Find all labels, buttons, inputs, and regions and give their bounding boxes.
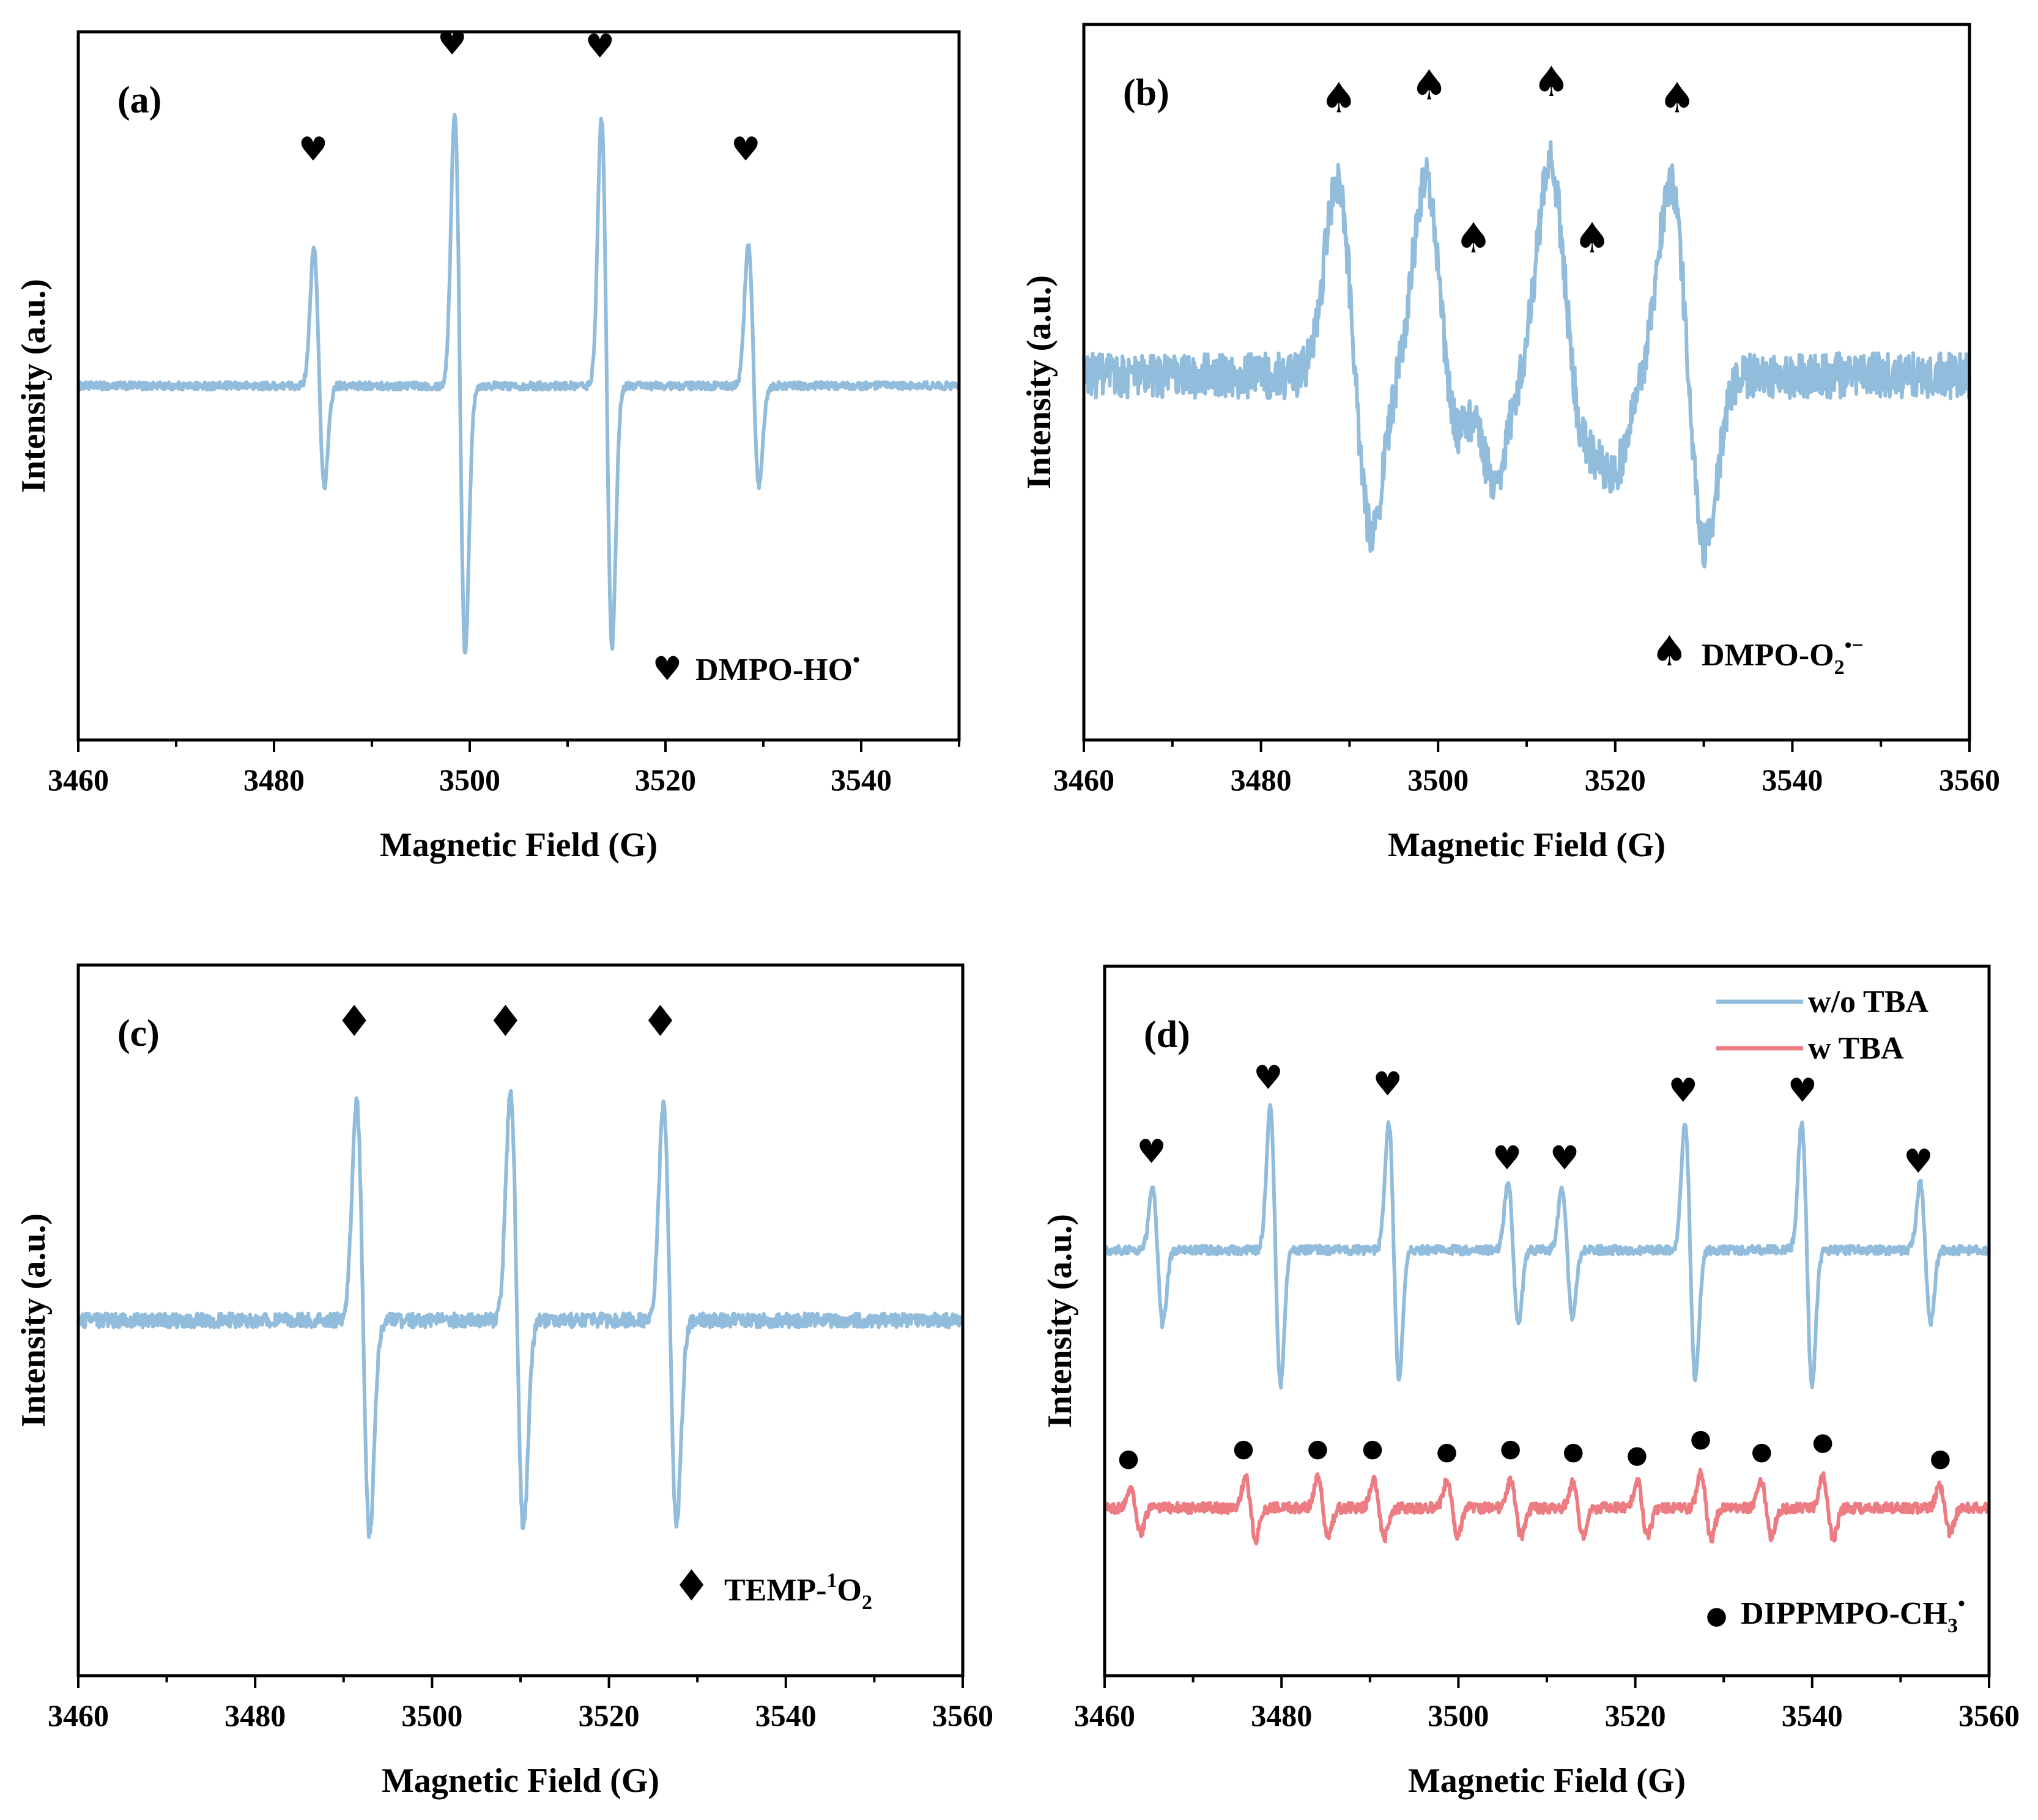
x-tick-label: 3460 (1053, 763, 1114, 797)
peak-marker: ♥ (1253, 1058, 1283, 1097)
peak-marker: ● (1930, 1444, 1951, 1472)
legend-label: w TBA (1808, 1031, 1904, 1066)
series-line-dmpo-o2- (1082, 140, 1971, 569)
peak-marker: ♠ (1533, 58, 1570, 106)
x-tick-label: 3560 (932, 1698, 993, 1733)
legend-label: w/o TBA (1808, 985, 1929, 1019)
peak-marker: ♦ (486, 996, 525, 1046)
peak-marker: ● (1563, 1438, 1584, 1466)
peak-marker: ♥ (1550, 1139, 1579, 1177)
y-axis-title: Intensity (a.u.) (15, 279, 53, 493)
x-tick-label: 3480 (1231, 763, 1292, 797)
peak-marker: ● (1362, 1434, 1384, 1462)
x-tick-label: 3480 (224, 1698, 286, 1733)
x-tick-label: 3500 (439, 763, 500, 797)
x-tick-label: 3540 (1762, 763, 1823, 797)
plot-frame (76, 30, 961, 742)
x-tick-label: 3520 (1585, 763, 1646, 797)
x-tick-label: 3520 (579, 1698, 640, 1733)
panel-label: (b) (1123, 72, 1169, 114)
x-axis-title: Magnetic Field (G) (1408, 1762, 1686, 1800)
peak-marker: ● (1626, 1441, 1648, 1469)
panel-label: (a) (117, 80, 161, 121)
series-line-w-o-tba (1103, 1103, 1991, 1390)
x-tick-label: 3540 (755, 1698, 817, 1733)
peak-marker: ♠ (1659, 75, 1696, 123)
peak-marker: ● (1751, 1438, 1773, 1466)
peak-marker: ♥ (1373, 1065, 1403, 1103)
x-tick-label: 3520 (635, 763, 696, 797)
peak-marker: ● (1118, 1444, 1139, 1472)
y-axis-title: Intensity (a.u.) (15, 1213, 53, 1427)
peak-marker: ● (1812, 1428, 1834, 1456)
panel-d: 3460 3480 3500 3520 3540 3560 Magnetic Field (… (1041, 964, 2020, 1800)
y-axis-title: Intensity (a.u.) (1041, 1214, 1079, 1428)
x-tick-label: 3520 (1605, 1698, 1666, 1733)
panel-a: 3460 3480 3500 3520 3540 Magnetic Field (G) In… (15, 24, 961, 864)
x-tick-label: 3460 (48, 1698, 109, 1733)
peak-marker: ● (1307, 1434, 1328, 1462)
peak-marker: ♠ (1455, 214, 1492, 262)
peak-marker: ● (1233, 1434, 1254, 1462)
x-tick-label: 3560 (1958, 1698, 2020, 1733)
x-tick-label: 3500 (401, 1698, 462, 1733)
x-tick-label: 3500 (1407, 763, 1469, 797)
peak-marker: ♥ (1903, 1142, 1933, 1180)
annotation-glyph: ♠ (1651, 627, 1688, 676)
series-line-temp-1o2 (76, 1089, 965, 1539)
x-axis-title: Magnetic Field (G) (380, 826, 658, 864)
peak-marker: ♥ (731, 130, 760, 169)
annotation-label: DIPPMPO-CH3• (1741, 1592, 1965, 1637)
x-tick-label: 3540 (831, 763, 892, 797)
x-tick-label: 3480 (1251, 1698, 1312, 1733)
peak-marker: ♦ (641, 996, 680, 1046)
peak-marker: ● (1436, 1438, 1458, 1466)
series-line-dmpo-ho- (76, 113, 961, 655)
peak-marker: ♥ (1788, 1071, 1817, 1109)
plot-frame (1103, 964, 1991, 1678)
peak-marker: ♥ (1668, 1071, 1697, 1109)
peak-marker: ♦ (335, 996, 374, 1046)
peak-marker: ● (1690, 1425, 1711, 1453)
x-tick-label: 3500 (1428, 1698, 1489, 1733)
x-axis-title: Magnetic Field (G) (382, 1762, 659, 1800)
annotation-label: TEMP-1O2 (724, 1569, 872, 1614)
x-tick-label: 3540 (1782, 1698, 1843, 1733)
x-tick-label: 3480 (243, 763, 305, 797)
panel-label: (c) (117, 1013, 160, 1054)
peak-marker: ♠ (1321, 75, 1358, 123)
peak-marker: ♥ (1492, 1139, 1522, 1177)
panel-c: 3460 3480 3500 3520 3540 3560 Magnetic Field (… (15, 963, 993, 1800)
annotation-label: DMPO-O2•− (1702, 634, 1864, 679)
peak-marker: ♥ (437, 24, 467, 62)
annotation-glyph: ♦ (672, 1561, 711, 1611)
peak-marker: ♠ (1574, 214, 1611, 262)
peak-marker: ♥ (298, 130, 328, 169)
annotation-glyph: ● (1706, 1602, 1727, 1630)
x-tick-label: 3460 (1074, 1698, 1135, 1733)
y-axis-title: Intensity (a.u.) (1020, 275, 1058, 489)
peak-marker: ● (1500, 1434, 1521, 1462)
panel-label: (d) (1144, 1014, 1190, 1056)
x-tick-label: 3460 (48, 763, 109, 797)
x-tick-label: 3560 (1939, 763, 2000, 797)
x-axis-title: Magnetic Field (G) (1388, 826, 1666, 864)
series-line-w-tba (1103, 1467, 1991, 1545)
annotation-glyph: ♥ (653, 649, 682, 688)
annotation-label: DMPO-HO• (695, 649, 860, 687)
panel-b: 3460 3480 3500 3520 3540 3560 Magnetic Field (… (1020, 23, 2000, 864)
peak-marker: ♥ (585, 27, 615, 65)
peak-marker: ♠ (1410, 61, 1448, 109)
peak-marker: ♥ (1136, 1133, 1166, 1171)
